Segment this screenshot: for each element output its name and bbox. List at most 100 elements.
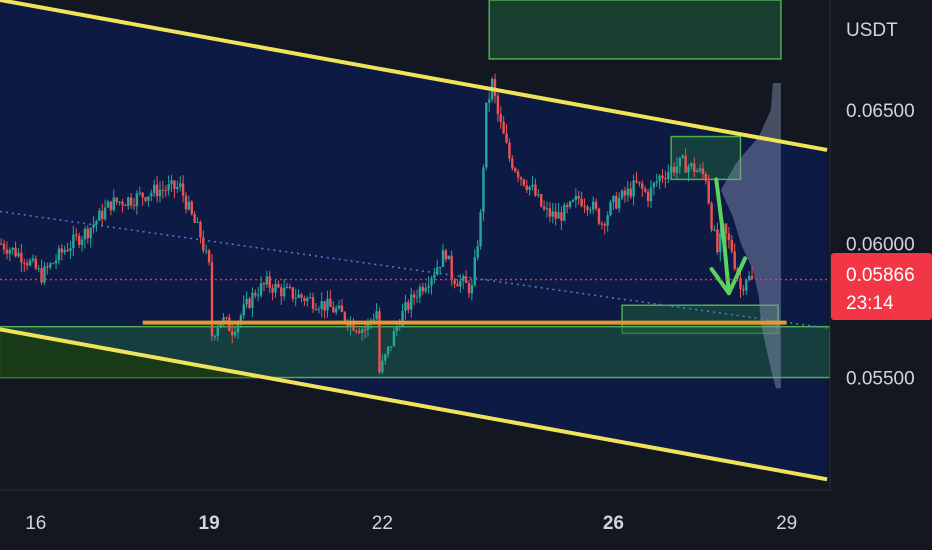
candle-body <box>655 181 658 184</box>
candle-body <box>109 201 113 211</box>
candle-body <box>207 250 211 263</box>
candle-body <box>482 167 485 213</box>
candle-body <box>28 260 32 266</box>
candle-body <box>216 327 219 337</box>
candle-body <box>476 246 479 258</box>
candle-body <box>127 197 130 206</box>
candle-body <box>233 332 237 336</box>
candle-body <box>251 292 254 308</box>
candle-body <box>112 197 115 211</box>
channel-lower-line[interactable] <box>0 327 828 482</box>
candle-body <box>493 78 497 96</box>
candle-body <box>386 346 390 355</box>
candle-body <box>323 301 326 311</box>
candle-body <box>46 266 49 268</box>
candle-body <box>499 114 502 122</box>
candle-body <box>534 184 537 196</box>
candle-body <box>358 331 361 333</box>
candle-body <box>456 283 459 287</box>
candle-body <box>522 179 526 186</box>
candle-body <box>34 258 38 269</box>
candle-body <box>545 208 549 210</box>
candle-body <box>661 175 664 179</box>
candle-body <box>20 252 23 263</box>
candle-body <box>372 319 375 321</box>
candle-body <box>115 197 118 203</box>
price-axis[interactable]: USDT 0.06500 0.06000 0.05500 <box>846 20 915 390</box>
candle-body <box>193 214 196 223</box>
candle-body <box>106 201 110 208</box>
candle-body <box>86 228 89 239</box>
candle-body <box>366 321 370 330</box>
candle-body <box>418 286 422 298</box>
candle-body <box>236 322 240 333</box>
candle-body <box>378 311 381 373</box>
candle-body <box>485 102 488 168</box>
candle-body <box>450 255 453 281</box>
candle-body <box>98 210 101 221</box>
candle-body <box>693 163 696 173</box>
candle-body <box>40 268 43 283</box>
candle-body <box>586 206 589 211</box>
candle-body <box>360 329 364 333</box>
candles-layer <box>0 73 754 375</box>
plot-area[interactable] <box>0 0 830 482</box>
candle-body <box>646 191 650 202</box>
candle-body <box>502 121 505 134</box>
channel-upper-line[interactable] <box>0 0 828 152</box>
candle-body <box>51 263 55 265</box>
candle-body <box>629 188 632 197</box>
candle-body <box>430 278 433 286</box>
candle-body <box>733 251 736 269</box>
candle-body <box>170 180 173 185</box>
candle-body <box>314 308 318 310</box>
candle-body <box>89 227 92 239</box>
candle-body <box>742 288 745 291</box>
candle-body <box>2 243 6 250</box>
candle-body <box>92 224 95 228</box>
candle-body <box>75 234 78 236</box>
candle-body <box>568 201 572 207</box>
candle-body <box>617 198 621 209</box>
candle-body <box>643 188 647 192</box>
candle-body <box>308 297 312 299</box>
candle-body <box>453 280 456 284</box>
candle-body <box>118 201 121 203</box>
candle-body <box>675 166 679 173</box>
candle-body <box>161 189 165 191</box>
candle-body <box>441 250 445 267</box>
last-price-badge-bg <box>831 253 932 320</box>
candle-body <box>421 286 424 292</box>
candle-body <box>343 312 347 322</box>
candle-body <box>525 185 528 190</box>
candle-body <box>462 276 465 281</box>
upper-supply-zone <box>488 0 782 60</box>
candle-body <box>447 255 450 260</box>
candle-body <box>294 297 297 299</box>
candle-body <box>329 298 332 307</box>
candle-body <box>415 297 419 299</box>
candle-body <box>190 201 193 215</box>
candle-body <box>66 249 69 251</box>
candle-body <box>548 208 552 217</box>
candle-body <box>0 243 3 245</box>
candle-body <box>681 155 684 158</box>
time-axis[interactable]: 16 19 22 26 29 <box>25 513 797 534</box>
candle-body <box>704 174 708 181</box>
candle-body <box>138 192 141 194</box>
candle-body <box>256 295 260 297</box>
candle-body <box>17 252 20 257</box>
candle-body <box>375 311 378 320</box>
candle-body <box>554 211 557 219</box>
arrow-shaft <box>714 177 731 296</box>
candle-body <box>219 321 222 328</box>
candle-body <box>719 233 722 253</box>
candle-body <box>14 247 17 257</box>
candle-body <box>511 158 514 169</box>
mid-dotted-line <box>0 210 828 329</box>
candle-body <box>173 180 176 190</box>
candle-body <box>739 278 742 289</box>
currency-label: USDT <box>846 20 898 41</box>
candle-body <box>727 233 731 240</box>
